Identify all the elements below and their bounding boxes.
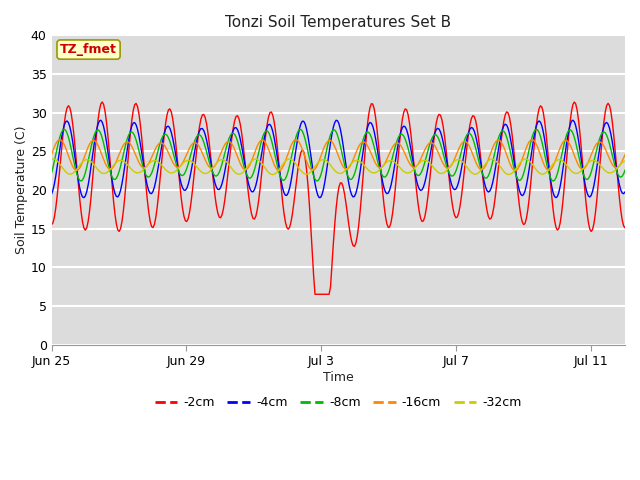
X-axis label: Time: Time [323, 371, 354, 384]
Legend: -2cm, -4cm, -8cm, -16cm, -32cm: -2cm, -4cm, -8cm, -16cm, -32cm [150, 391, 527, 414]
Text: TZ_fmet: TZ_fmet [60, 43, 117, 56]
Title: Tonzi Soil Temperatures Set B: Tonzi Soil Temperatures Set B [225, 15, 451, 30]
Y-axis label: Soil Temperature (C): Soil Temperature (C) [15, 126, 28, 254]
